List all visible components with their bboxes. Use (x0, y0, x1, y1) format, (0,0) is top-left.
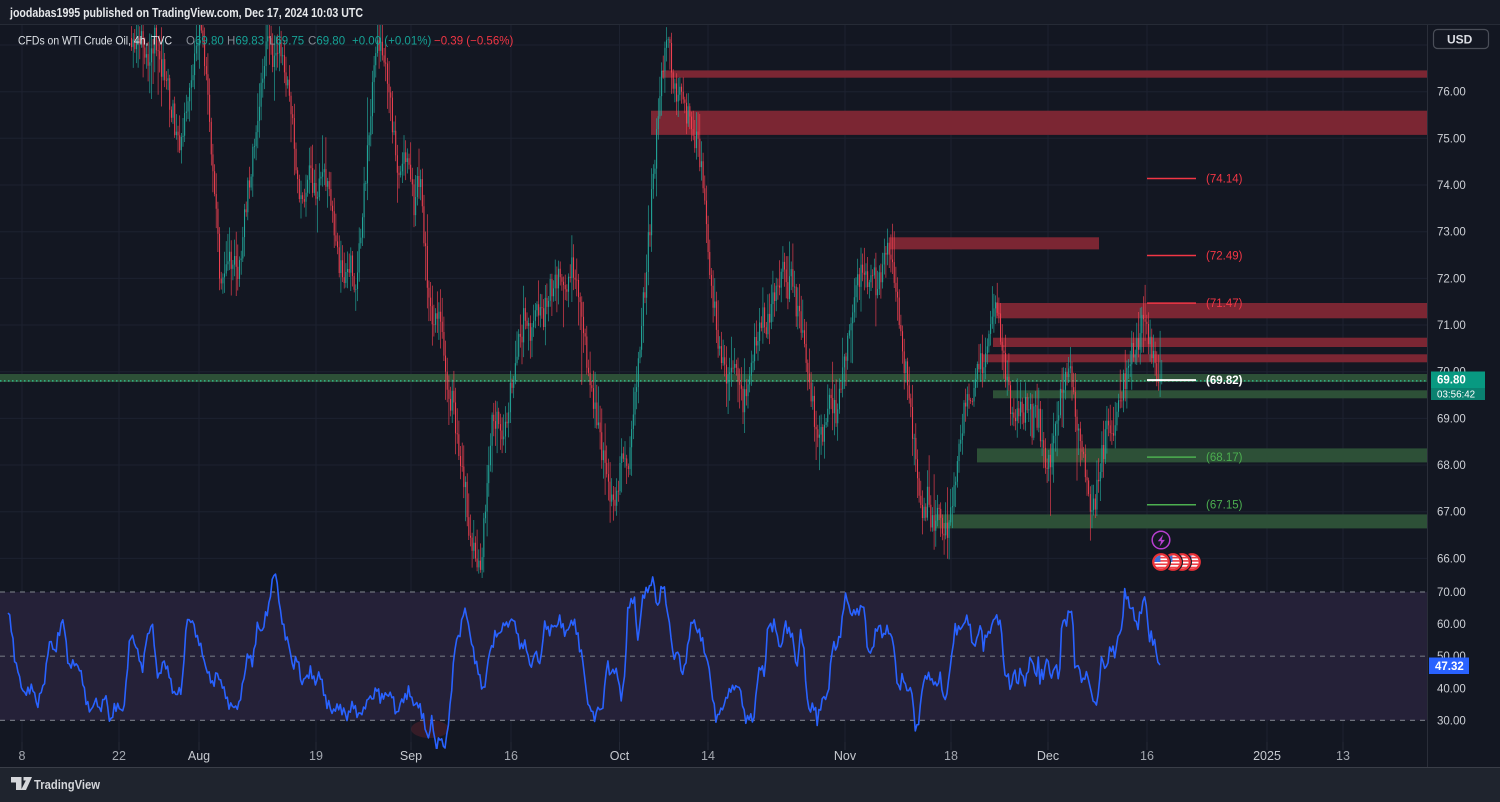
svg-text:C69.80: C69.80 (308, 36, 345, 48)
svg-text:16: 16 (504, 749, 518, 763)
svg-text:−0.39 (−0.56%): −0.39 (−0.56%) (434, 36, 513, 48)
svg-text:(71.47): (71.47) (1206, 298, 1243, 310)
svg-text:69.80: 69.80 (1437, 375, 1466, 387)
svg-text:74.00: 74.00 (1437, 180, 1466, 192)
svg-text:76.00: 76.00 (1437, 87, 1466, 99)
svg-text:72.00: 72.00 (1437, 273, 1466, 285)
svg-text:30.00: 30.00 (1437, 715, 1466, 727)
svg-text:69.00: 69.00 (1437, 413, 1466, 425)
svg-text:75.00: 75.00 (1437, 133, 1466, 145)
svg-text:22: 22 (112, 749, 126, 763)
svg-text:40.00: 40.00 (1437, 683, 1466, 695)
svg-text:73.00: 73.00 (1437, 227, 1466, 239)
svg-text:Sep: Sep (400, 749, 422, 763)
svg-text:(68.17): (68.17) (1206, 452, 1243, 464)
svg-text:Nov: Nov (834, 749, 857, 763)
svg-text:16: 16 (1140, 749, 1154, 763)
svg-text:47.32: 47.32 (1435, 661, 1464, 673)
svg-text:(67.15): (67.15) (1206, 500, 1243, 512)
svg-text:Dec: Dec (1037, 749, 1059, 763)
svg-text:67.00: 67.00 (1437, 507, 1466, 519)
svg-text:(69.82): (69.82) (1206, 375, 1243, 387)
svg-text:(72.49): (72.49) (1206, 251, 1243, 263)
svg-text:Oct: Oct (610, 749, 630, 763)
svg-text:(74.14): (74.14) (1206, 174, 1243, 186)
svg-text:+0.00 (+0.01%): +0.00 (+0.01%) (352, 36, 431, 48)
svg-text:18: 18 (944, 749, 958, 763)
svg-text:H69.83: H69.83 (227, 36, 264, 48)
svg-text:USD: USD (1447, 33, 1473, 47)
svg-text:CFDs on WTI Crude Oil, 4h, TVC: CFDs on WTI Crude Oil, 4h, TVC (18, 34, 172, 48)
svg-text:14: 14 (701, 749, 715, 763)
svg-text:TradingView: TradingView (34, 777, 101, 792)
svg-text:19: 19 (309, 749, 323, 763)
svg-text:O69.80: O69.80 (186, 36, 224, 48)
svg-text:03:56:42: 03:56:42 (1437, 389, 1475, 400)
svg-text:2025: 2025 (1253, 749, 1281, 763)
svg-text:Aug: Aug (188, 749, 210, 763)
svg-text:joodabas1995 published on Trad: joodabas1995 published on TradingView.co… (9, 5, 363, 20)
svg-text:60.00: 60.00 (1437, 619, 1466, 631)
svg-text:68.00: 68.00 (1437, 460, 1466, 472)
svg-text:L69.75: L69.75 (269, 36, 304, 48)
svg-text:8: 8 (19, 749, 26, 763)
svg-text:71.00: 71.00 (1437, 320, 1466, 332)
svg-text:13: 13 (1336, 749, 1350, 763)
svg-text:70.00: 70.00 (1437, 587, 1466, 599)
svg-text:66.00: 66.00 (1437, 553, 1466, 565)
